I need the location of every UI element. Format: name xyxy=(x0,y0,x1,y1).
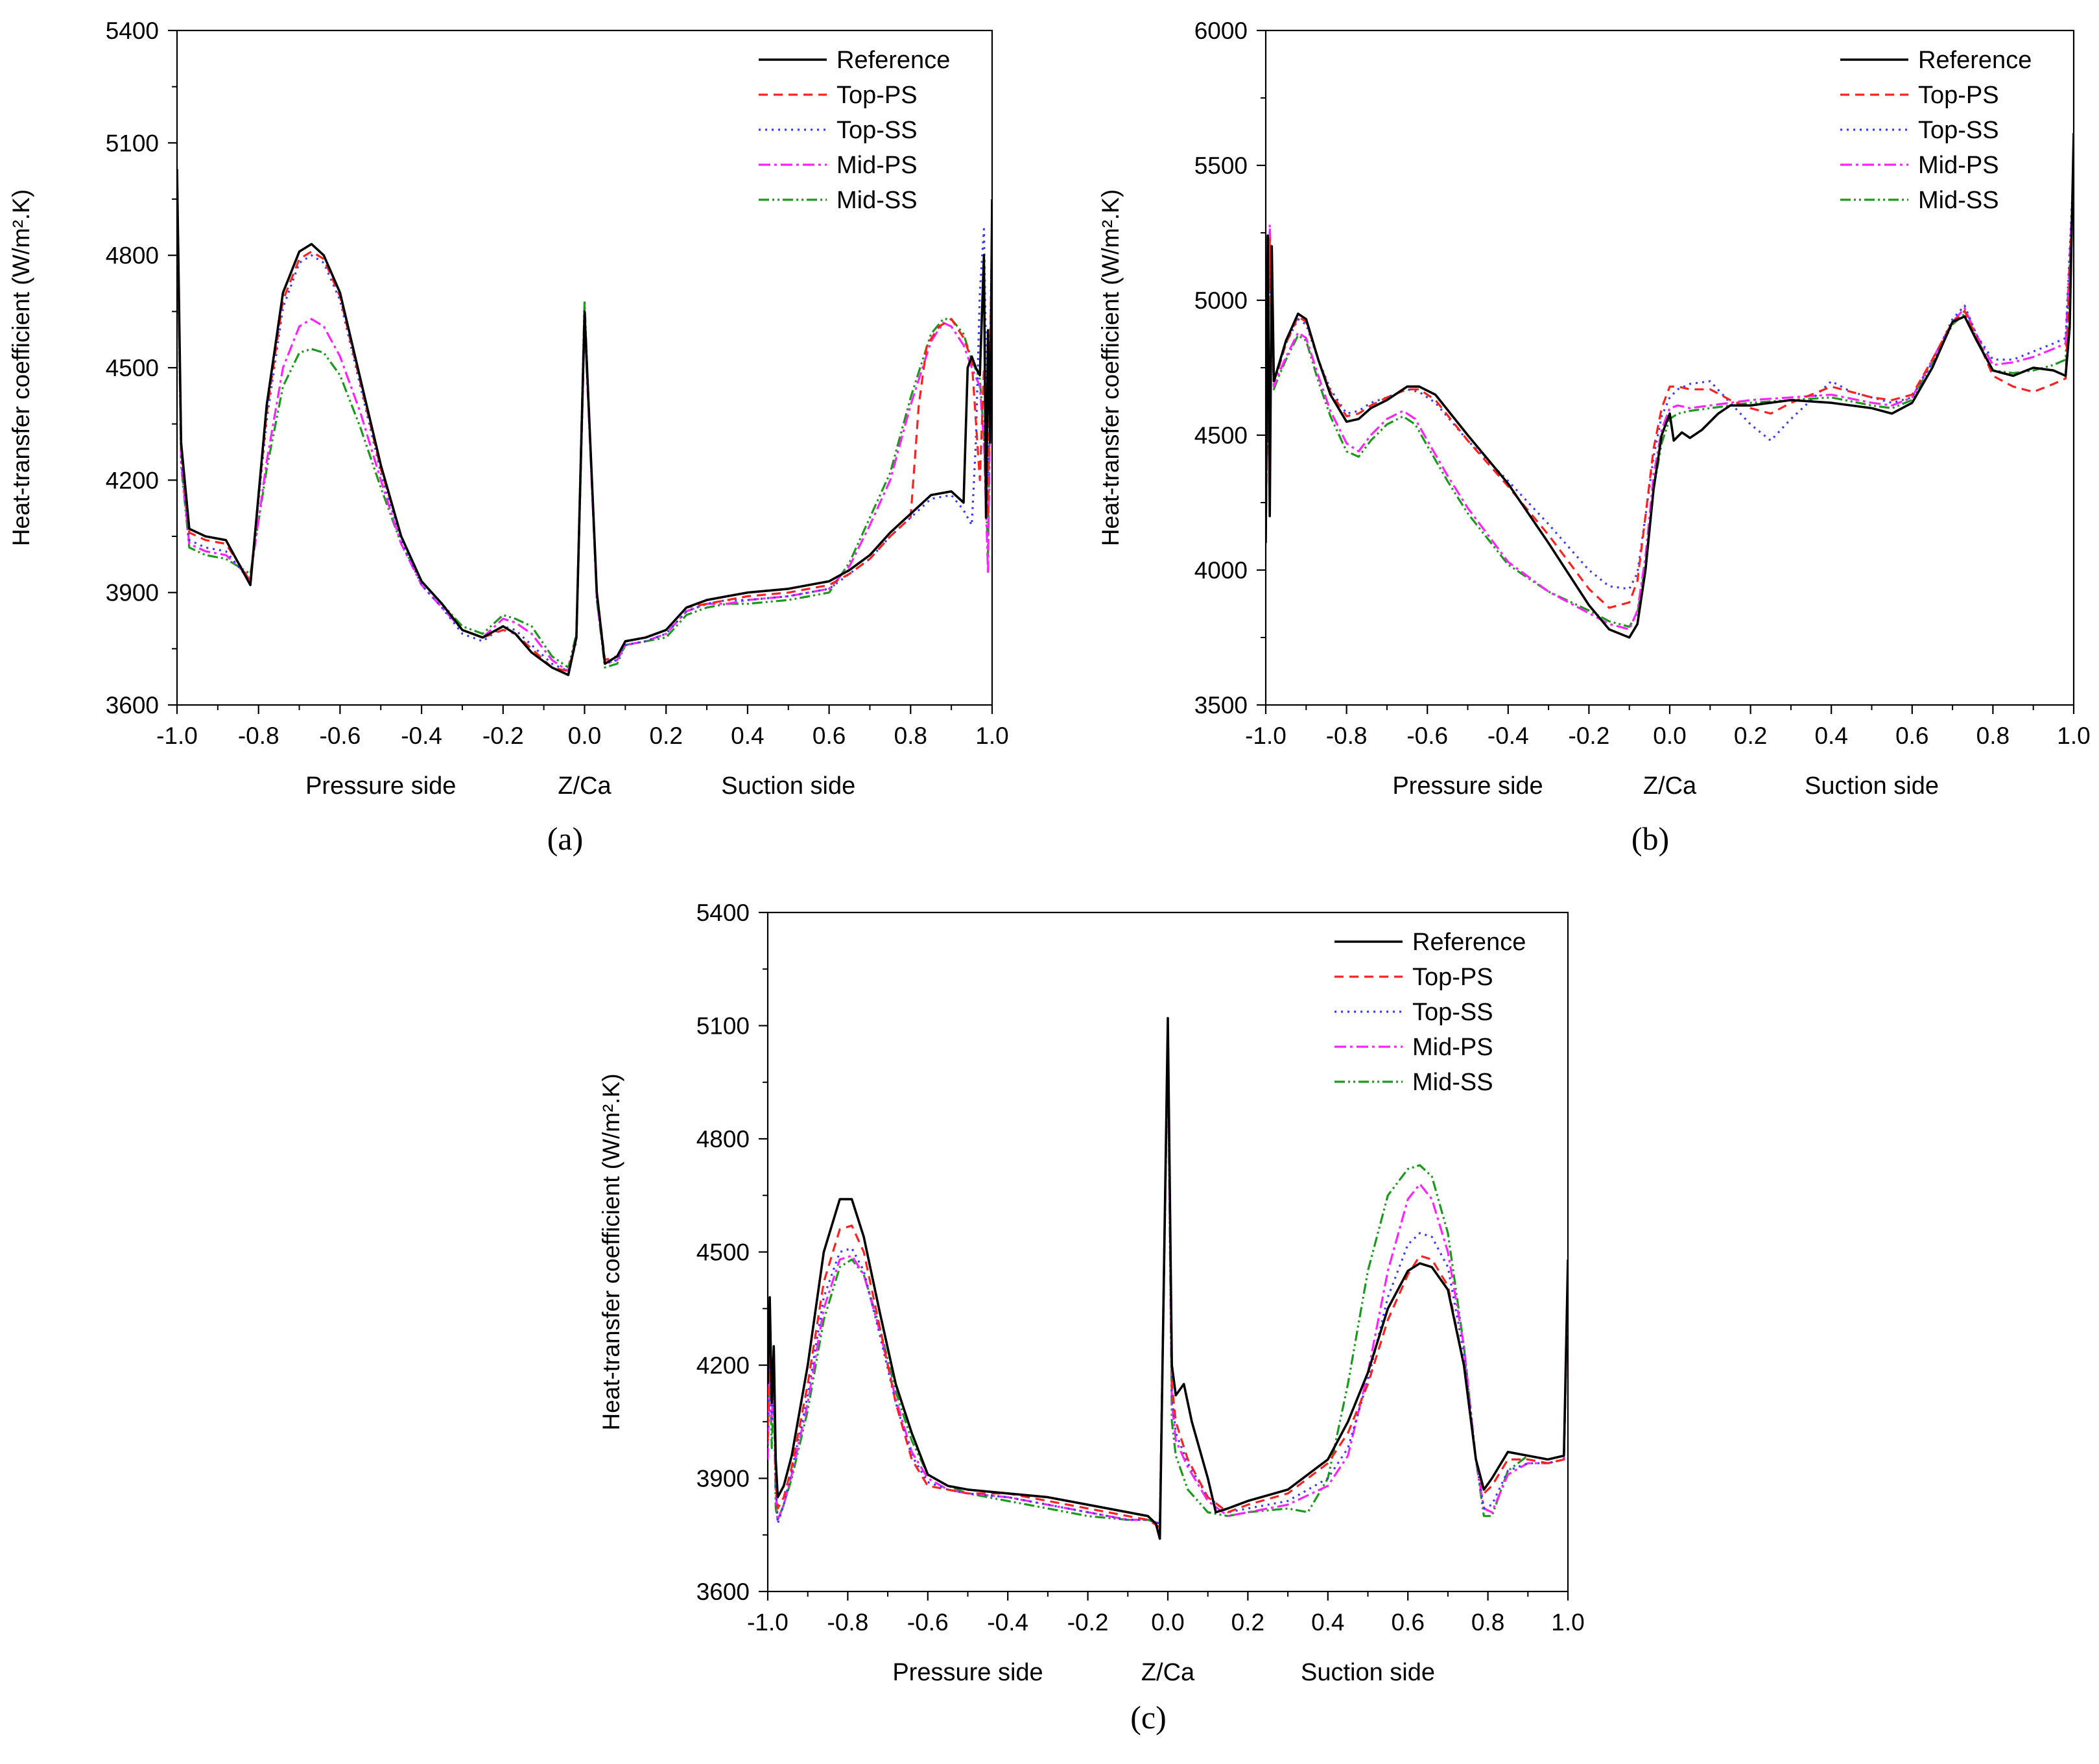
x-tick-label: -0.4 xyxy=(1488,722,1529,749)
x-tick-label: 0.2 xyxy=(1231,1609,1264,1636)
series-line-reference xyxy=(768,1017,1568,1540)
y-tick-label: 5400 xyxy=(696,900,750,926)
series-line-reference xyxy=(1266,133,2074,639)
x-axis-label-suction-side: Suction side xyxy=(721,772,855,800)
y-axis-label: Heat-transfer coefficient (W/m².K) xyxy=(8,189,34,546)
x-tick-label: -0.4 xyxy=(401,722,442,749)
legend-label-mid-ss: Mid-SS xyxy=(836,187,918,214)
y-tick-label: 5500 xyxy=(1194,152,1248,179)
x-tick-label: 0.6 xyxy=(1895,722,1928,749)
x-axis-label: Z/Ca xyxy=(1141,1659,1195,1686)
legend-label-top-ss: Top-SS xyxy=(836,117,918,144)
legend-label-mid-ps: Mid-PS xyxy=(1918,152,1999,179)
chart-panel-2: -1.0 -0.8 -0.6 -0.4 -0.2 0.0 0.2 0.4 0.6 0.8 1.0 35… xyxy=(1097,18,2091,857)
x-tick-label: -1.0 xyxy=(1245,722,1287,749)
y-tick-label: 4500 xyxy=(696,1239,750,1266)
x-tick-label: 0.8 xyxy=(1471,1609,1504,1636)
y-axis-label: Heat-transfer coefficient (W/m².K) xyxy=(1097,189,1124,546)
x-axis-label: Z/Ca xyxy=(558,772,611,800)
x-tick-label: -0.4 xyxy=(987,1609,1028,1636)
y-tick-label: 5100 xyxy=(696,1013,750,1040)
x-tick-label: 0.6 xyxy=(812,722,846,749)
y-tick-label: 5000 xyxy=(1194,287,1248,314)
x-tick-label: 0.6 xyxy=(1391,1609,1424,1636)
x-tick-label: -1.0 xyxy=(156,722,198,749)
legend-label-top-ss: Top-SS xyxy=(1412,999,1493,1026)
series-group xyxy=(768,1017,1568,1540)
legend-label-mid-ss: Mid-SS xyxy=(1918,187,1999,214)
x-tick-label: 0.2 xyxy=(1734,722,1767,749)
panel-label: (a) xyxy=(547,820,584,857)
y-tick-label: 4200 xyxy=(106,467,159,494)
y-tick-label: 3600 xyxy=(106,692,159,719)
legend-label-top-ps: Top-PS xyxy=(836,82,918,109)
x-axis-label-suction-side: Suction side xyxy=(1301,1659,1435,1686)
x-axis-label: Z/Ca xyxy=(1643,772,1697,800)
panel-label: (c) xyxy=(1130,1699,1167,1735)
x-axis-label-pressure-side: Pressure side xyxy=(1392,772,1543,800)
x-tick-label: -0.2 xyxy=(1067,1609,1109,1636)
x-tick-label: 1.0 xyxy=(1551,1609,1584,1636)
x-tick-label: -0.2 xyxy=(482,722,524,749)
x-tick-label: 0.4 xyxy=(731,722,764,749)
legend-label-reference: Reference xyxy=(1918,47,2032,74)
y-tick-label: 4800 xyxy=(106,243,159,269)
legend-label-top-ps: Top-PS xyxy=(1412,964,1493,991)
x-tick-label: -1.0 xyxy=(747,1609,789,1636)
y-tick-label: 5100 xyxy=(106,130,159,156)
x-tick-label: 0.0 xyxy=(568,722,601,749)
legend-label-top-ps: Top-PS xyxy=(1918,82,1999,109)
chart-panel-1: -1.0 -0.8 -0.6 -0.4 -0.2 0.0 0.2 0.4 0.6 0.8 1.0 36… xyxy=(8,18,1009,857)
x-tick-label: 1.0 xyxy=(975,722,1008,749)
panel-label: (b) xyxy=(1631,820,1669,857)
y-tick-label: 4000 xyxy=(1194,557,1248,584)
y-tick-label: 3500 xyxy=(1194,692,1248,719)
y-tick-label: 4500 xyxy=(1194,422,1248,449)
x-axis-label-pressure-side: Pressure side xyxy=(892,1659,1043,1686)
y-tick-label: 4200 xyxy=(696,1352,750,1379)
x-tick-label: -0.8 xyxy=(827,1609,869,1636)
legend-label-mid-ss: Mid-SS xyxy=(1412,1069,1493,1096)
legend-label-mid-ps: Mid-PS xyxy=(1412,1034,1493,1061)
x-tick-label: 0.8 xyxy=(894,722,927,749)
legend-label-reference: Reference xyxy=(836,47,950,74)
x-tick-label: 0.4 xyxy=(1814,722,1847,749)
legend-label-reference: Reference xyxy=(1412,929,1526,956)
series-group xyxy=(1266,133,2074,639)
series-line-reference xyxy=(177,169,992,676)
y-tick-label: 5400 xyxy=(106,18,159,44)
x-tick-label: -0.8 xyxy=(1326,722,1368,749)
y-tick-label: 3900 xyxy=(106,580,159,606)
legend-label-mid-ps: Mid-PS xyxy=(836,152,918,179)
x-tick-label: -0.6 xyxy=(320,722,361,749)
x-axis-label-pressure-side: Pressure side xyxy=(305,772,456,800)
y-tick-label: 4500 xyxy=(106,355,159,381)
y-tick-label: 3900 xyxy=(696,1466,750,1492)
x-tick-label: 0.0 xyxy=(1653,722,1686,749)
x-tick-label: 0.0 xyxy=(1151,1609,1184,1636)
x-tick-label: 1.0 xyxy=(2057,722,2090,749)
series-line-mid-ss xyxy=(1266,178,2074,628)
y-tick-label: 3600 xyxy=(696,1579,750,1605)
x-tick-label: 0.2 xyxy=(649,722,682,749)
legend-label-top-ss: Top-SS xyxy=(1918,117,1999,144)
x-axis-label-suction-side: Suction side xyxy=(1805,772,1939,800)
x-tick-label: -0.2 xyxy=(1569,722,1610,749)
x-tick-label: -0.6 xyxy=(907,1609,949,1636)
y-axis-label: Heat-transfer coefficient (W/m².K) xyxy=(598,1073,624,1430)
y-tick-label: 6000 xyxy=(1194,18,1248,44)
series-group xyxy=(177,169,992,676)
x-tick-label: -0.6 xyxy=(1406,722,1448,749)
y-tick-label: 4800 xyxy=(696,1126,750,1152)
x-tick-label: 0.8 xyxy=(1976,722,2010,749)
x-tick-label: -0.8 xyxy=(238,722,279,749)
x-tick-label: 0.4 xyxy=(1311,1609,1344,1636)
chart-panel-3: -1.0 -0.8 -0.6 -0.4 -0.2 0.0 0.2 0.4 0.6 0.8 1.0 36… xyxy=(598,900,1585,1735)
